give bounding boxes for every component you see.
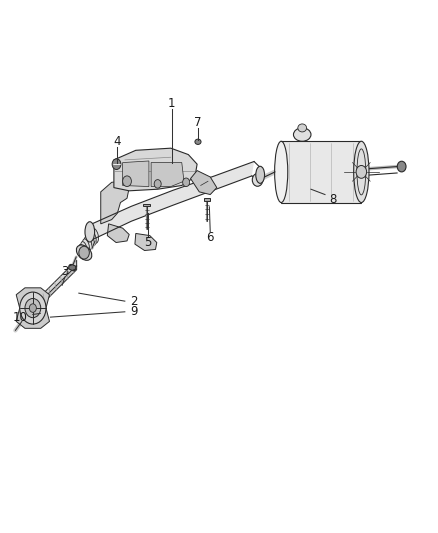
Ellipse shape bbox=[86, 233, 94, 248]
Text: 8: 8 bbox=[329, 193, 336, 206]
Circle shape bbox=[356, 165, 367, 178]
Ellipse shape bbox=[76, 245, 92, 260]
Ellipse shape bbox=[353, 141, 369, 203]
Circle shape bbox=[252, 173, 263, 187]
Polygon shape bbox=[114, 148, 197, 191]
Circle shape bbox=[20, 292, 46, 324]
Text: 1: 1 bbox=[168, 98, 176, 110]
Polygon shape bbox=[151, 163, 184, 187]
Ellipse shape bbox=[88, 231, 96, 246]
Text: 4: 4 bbox=[113, 135, 121, 148]
Ellipse shape bbox=[256, 166, 265, 183]
Ellipse shape bbox=[195, 139, 201, 144]
Circle shape bbox=[79, 246, 89, 259]
Text: 9: 9 bbox=[130, 305, 138, 318]
Polygon shape bbox=[135, 233, 157, 251]
Ellipse shape bbox=[90, 228, 99, 243]
Circle shape bbox=[154, 180, 161, 188]
Ellipse shape bbox=[79, 245, 85, 256]
Text: 3: 3 bbox=[61, 265, 68, 278]
Polygon shape bbox=[101, 181, 129, 224]
Polygon shape bbox=[107, 224, 129, 243]
Polygon shape bbox=[92, 161, 254, 240]
Polygon shape bbox=[16, 308, 49, 328]
Ellipse shape bbox=[293, 128, 311, 141]
Circle shape bbox=[29, 304, 36, 312]
Text: 7: 7 bbox=[194, 116, 202, 129]
Ellipse shape bbox=[298, 124, 307, 132]
Polygon shape bbox=[143, 204, 150, 206]
Circle shape bbox=[112, 159, 121, 169]
Circle shape bbox=[25, 298, 41, 318]
Ellipse shape bbox=[85, 222, 95, 242]
Ellipse shape bbox=[69, 264, 75, 271]
Ellipse shape bbox=[275, 141, 288, 203]
Polygon shape bbox=[40, 265, 77, 306]
Text: 2: 2 bbox=[130, 295, 138, 308]
Polygon shape bbox=[40, 260, 77, 303]
Text: 6: 6 bbox=[206, 231, 214, 244]
Text: 5: 5 bbox=[145, 236, 152, 249]
Polygon shape bbox=[16, 288, 49, 308]
Ellipse shape bbox=[85, 236, 92, 250]
Polygon shape bbox=[191, 171, 217, 195]
Polygon shape bbox=[123, 161, 149, 187]
Polygon shape bbox=[204, 198, 210, 201]
Text: 10: 10 bbox=[12, 311, 27, 324]
Circle shape bbox=[397, 161, 406, 172]
Circle shape bbox=[183, 178, 190, 187]
Circle shape bbox=[123, 176, 131, 187]
Polygon shape bbox=[69, 265, 76, 270]
Polygon shape bbox=[281, 141, 361, 203]
Ellipse shape bbox=[82, 239, 89, 252]
Ellipse shape bbox=[81, 241, 87, 254]
